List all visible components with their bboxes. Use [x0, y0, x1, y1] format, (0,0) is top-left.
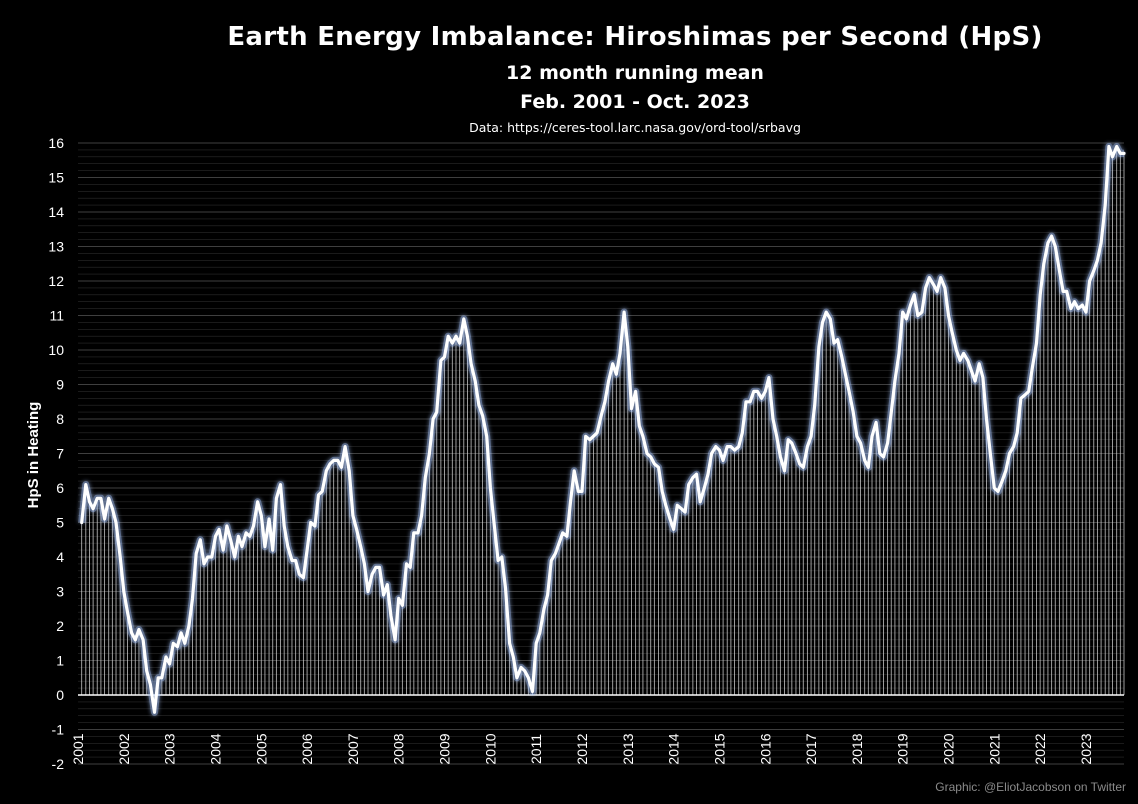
x-tick-label: 2016 [757, 733, 773, 764]
x-tick-label: 2011 [528, 734, 544, 764]
x-tick-label: 2006 [299, 733, 315, 764]
x-tick-label: 2017 [803, 733, 819, 764]
x-tick-label: 2023 [1078, 733, 1094, 764]
y-tick-label: 9 [56, 377, 64, 393]
x-tick-label: 2005 [253, 733, 269, 764]
chart-title: Earth Energy Imbalance: Hiroshimas per S… [227, 22, 1043, 52]
series-line [80, 144, 1126, 714]
chart-subtitle: 12 month running mean [506, 62, 764, 84]
y-axis-title: HpS in Heating [25, 402, 42, 509]
data-source-label: Data: https://ceres-tool.larc.nasa.gov/o… [469, 120, 801, 135]
y-tick-label: 14 [48, 204, 64, 220]
y-tick-label: -2 [52, 756, 65, 772]
chart-date-range: Feb. 2001 - Oct. 2023 [520, 91, 750, 113]
x-tick-label: 2004 [207, 733, 223, 764]
y-tick-label: 4 [56, 549, 64, 565]
y-tick-label: 8 [56, 411, 64, 427]
y-tick-label: 13 [48, 239, 64, 255]
y-tick-label: 12 [48, 273, 64, 289]
x-tick-label: 2012 [574, 733, 590, 764]
y-tick-label: 16 [48, 135, 64, 151]
y-tick-label: -1 [52, 722, 65, 738]
x-tick-label: 2019 [895, 733, 911, 764]
x-tick-label: 2001 [70, 733, 86, 764]
y-tick-label: 5 [56, 515, 64, 531]
x-tick-label: 2002 [116, 733, 132, 764]
y-tick-label: 3 [56, 584, 64, 600]
x-tick-label: 2018 [849, 733, 865, 764]
x-tick-label: 2003 [162, 733, 178, 764]
y-tick-label: 1 [56, 653, 64, 669]
x-tick-label: 2010 [482, 733, 498, 764]
y-tick-label: 2 [56, 618, 64, 634]
x-tick-label: 2020 [941, 733, 957, 764]
x-tick-label: 2021 [986, 733, 1002, 764]
x-tick-label: 2009 [437, 733, 453, 764]
x-tick-label: 2007 [345, 733, 361, 764]
y-tick-label: 7 [56, 446, 64, 462]
y-tick-label: 0 [56, 687, 64, 703]
x-tick-label: 2022 [1032, 733, 1048, 764]
x-tick-label: 2013 [620, 733, 636, 764]
x-tick-label: 2015 [711, 733, 727, 764]
y-tick-label: 6 [56, 480, 64, 496]
y-tick-label: 11 [49, 308, 64, 324]
y-tick-label: 15 [48, 170, 64, 186]
x-tick-label: 2014 [666, 733, 682, 764]
y-tick-label: 10 [48, 342, 64, 358]
x-tick-label: 2008 [391, 733, 407, 764]
graphic-credit: Graphic: @EliotJacobson on Twitter [935, 780, 1126, 794]
